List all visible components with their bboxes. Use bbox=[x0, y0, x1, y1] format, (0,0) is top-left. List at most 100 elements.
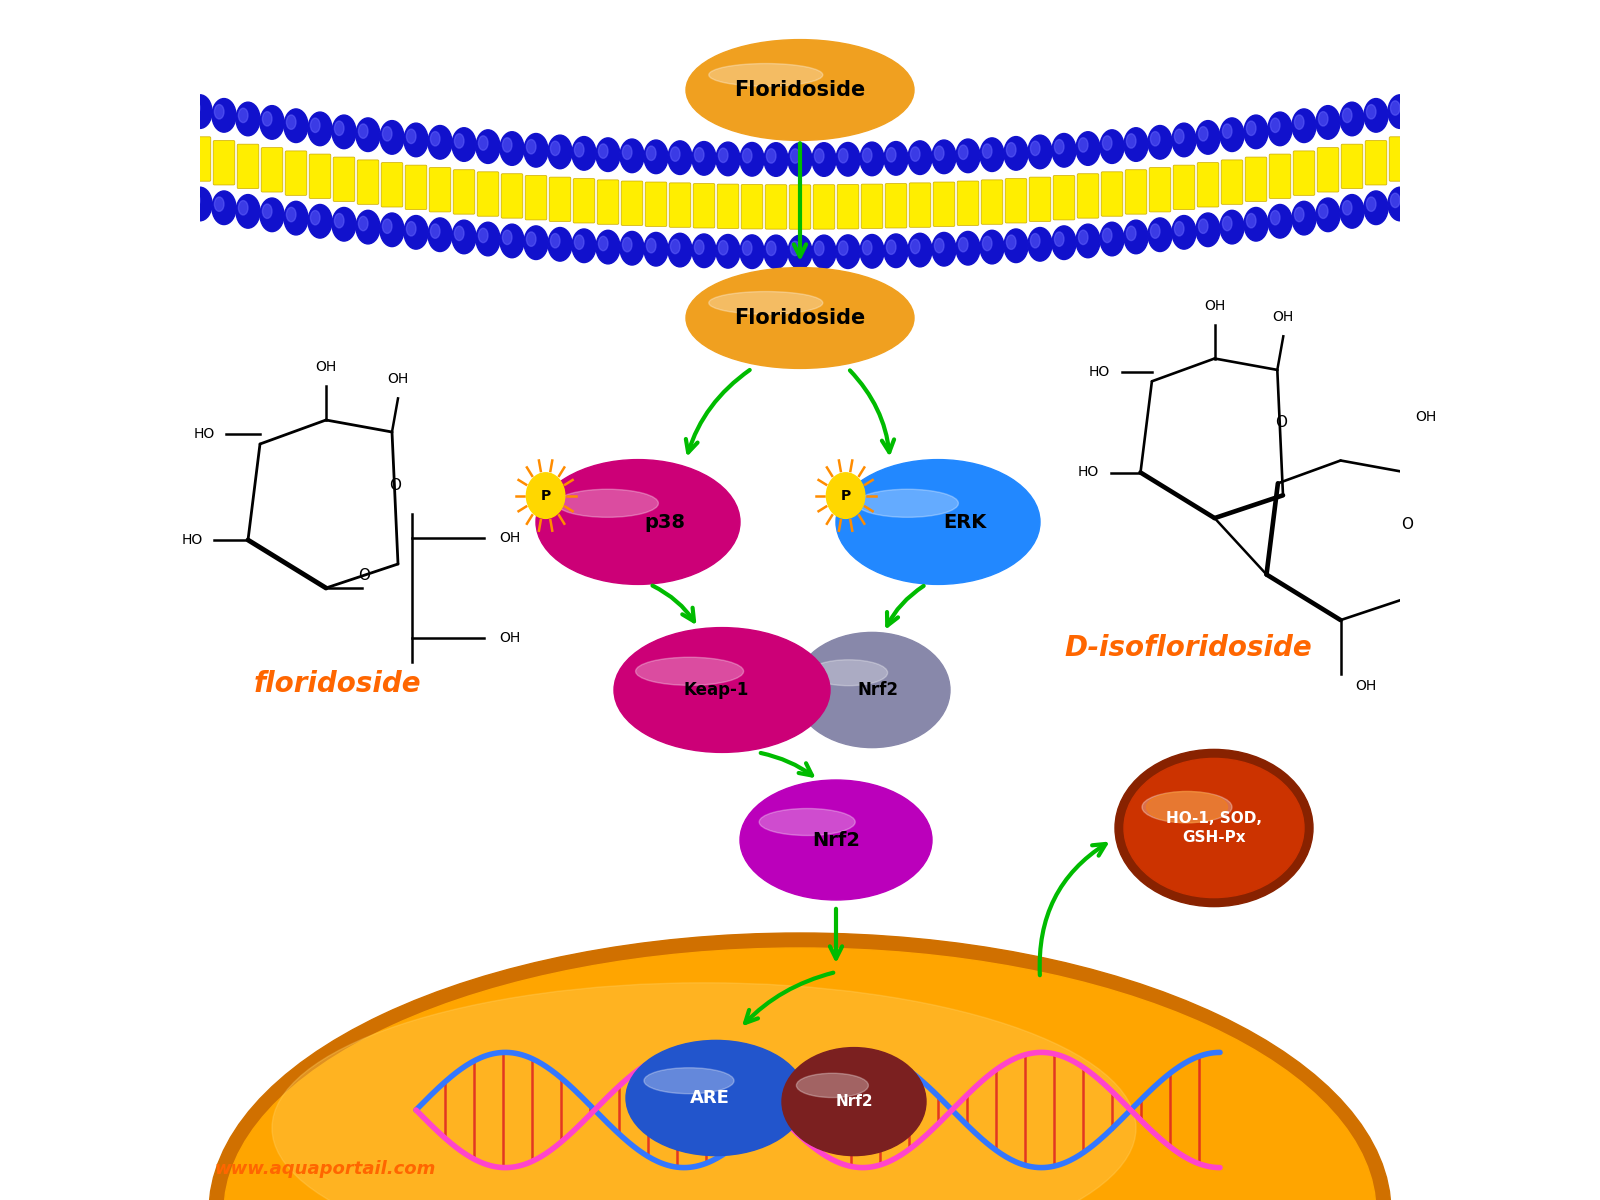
Ellipse shape bbox=[1389, 187, 1413, 221]
Ellipse shape bbox=[1005, 229, 1027, 263]
Ellipse shape bbox=[814, 149, 824, 163]
Ellipse shape bbox=[686, 40, 914, 140]
Text: OH: OH bbox=[1203, 299, 1226, 313]
Ellipse shape bbox=[670, 239, 680, 253]
Ellipse shape bbox=[669, 140, 691, 174]
Ellipse shape bbox=[718, 148, 728, 162]
Ellipse shape bbox=[430, 132, 440, 146]
Ellipse shape bbox=[214, 197, 224, 211]
Ellipse shape bbox=[861, 142, 885, 175]
FancyBboxPatch shape bbox=[1245, 157, 1267, 202]
Ellipse shape bbox=[1315, 198, 1341, 232]
FancyBboxPatch shape bbox=[1317, 148, 1339, 192]
Ellipse shape bbox=[790, 149, 800, 163]
Ellipse shape bbox=[739, 143, 765, 176]
Ellipse shape bbox=[694, 148, 704, 162]
Ellipse shape bbox=[808, 1098, 915, 1127]
Ellipse shape bbox=[979, 230, 1005, 264]
FancyBboxPatch shape bbox=[789, 185, 811, 229]
Ellipse shape bbox=[1318, 204, 1328, 218]
Ellipse shape bbox=[358, 216, 368, 230]
Ellipse shape bbox=[598, 236, 608, 251]
Ellipse shape bbox=[310, 118, 320, 132]
Ellipse shape bbox=[1147, 792, 1227, 823]
Ellipse shape bbox=[1027, 136, 1053, 169]
Ellipse shape bbox=[643, 140, 669, 174]
Ellipse shape bbox=[709, 64, 822, 86]
Text: www.aquaportail.com: www.aquaportail.com bbox=[214, 1160, 435, 1178]
Ellipse shape bbox=[909, 140, 931, 174]
FancyBboxPatch shape bbox=[1341, 144, 1363, 188]
Text: ARE: ARE bbox=[690, 1090, 730, 1106]
Ellipse shape bbox=[635, 658, 744, 685]
FancyBboxPatch shape bbox=[1197, 163, 1219, 208]
Text: OH: OH bbox=[315, 360, 336, 374]
Ellipse shape bbox=[694, 240, 704, 254]
Text: Floridoside: Floridoside bbox=[734, 80, 866, 100]
Ellipse shape bbox=[1294, 208, 1304, 222]
FancyBboxPatch shape bbox=[285, 151, 307, 196]
Ellipse shape bbox=[526, 473, 565, 518]
FancyBboxPatch shape bbox=[189, 137, 211, 181]
Ellipse shape bbox=[835, 235, 861, 269]
Text: floridoside: floridoside bbox=[254, 670, 422, 698]
Ellipse shape bbox=[1006, 143, 1016, 157]
Ellipse shape bbox=[1245, 208, 1267, 241]
Ellipse shape bbox=[262, 112, 272, 126]
FancyBboxPatch shape bbox=[1173, 166, 1195, 210]
Ellipse shape bbox=[646, 239, 656, 253]
Ellipse shape bbox=[1101, 222, 1123, 256]
Ellipse shape bbox=[550, 142, 560, 156]
FancyBboxPatch shape bbox=[1053, 175, 1075, 220]
Ellipse shape bbox=[1102, 228, 1112, 242]
Ellipse shape bbox=[1390, 193, 1400, 208]
Ellipse shape bbox=[237, 102, 259, 136]
Ellipse shape bbox=[262, 204, 272, 218]
Ellipse shape bbox=[573, 229, 595, 263]
Ellipse shape bbox=[477, 130, 499, 163]
Ellipse shape bbox=[739, 235, 765, 269]
Ellipse shape bbox=[1222, 216, 1232, 230]
FancyBboxPatch shape bbox=[1293, 151, 1315, 196]
FancyBboxPatch shape bbox=[501, 174, 523, 218]
Ellipse shape bbox=[958, 145, 968, 160]
Ellipse shape bbox=[1389, 95, 1413, 128]
Ellipse shape bbox=[285, 109, 307, 143]
Ellipse shape bbox=[1030, 234, 1040, 248]
Ellipse shape bbox=[1294, 115, 1304, 130]
FancyBboxPatch shape bbox=[1269, 154, 1291, 198]
Ellipse shape bbox=[1293, 202, 1315, 235]
Text: HO: HO bbox=[194, 427, 214, 442]
Text: OH: OH bbox=[1416, 410, 1437, 424]
FancyBboxPatch shape bbox=[405, 166, 427, 210]
FancyBboxPatch shape bbox=[429, 168, 451, 212]
Ellipse shape bbox=[691, 142, 717, 175]
Ellipse shape bbox=[403, 216, 429, 250]
Text: HO-1, SOD,
GSH-Px: HO-1, SOD, GSH-Px bbox=[1166, 811, 1262, 845]
Ellipse shape bbox=[765, 143, 787, 176]
Ellipse shape bbox=[810, 660, 888, 685]
Ellipse shape bbox=[1315, 106, 1341, 139]
Text: OH: OH bbox=[1355, 679, 1376, 694]
Ellipse shape bbox=[982, 236, 992, 251]
Ellipse shape bbox=[454, 226, 464, 240]
Ellipse shape bbox=[760, 809, 856, 835]
Ellipse shape bbox=[797, 1073, 869, 1098]
Ellipse shape bbox=[238, 200, 248, 215]
FancyBboxPatch shape bbox=[909, 182, 931, 227]
Text: Nrf2: Nrf2 bbox=[835, 1094, 874, 1109]
Ellipse shape bbox=[910, 239, 920, 253]
Ellipse shape bbox=[1390, 101, 1400, 115]
FancyBboxPatch shape bbox=[213, 140, 235, 185]
Ellipse shape bbox=[547, 228, 573, 262]
Ellipse shape bbox=[272, 983, 1136, 1200]
Ellipse shape bbox=[526, 232, 536, 246]
Ellipse shape bbox=[525, 226, 547, 259]
Ellipse shape bbox=[406, 222, 416, 236]
Ellipse shape bbox=[525, 133, 547, 167]
Ellipse shape bbox=[742, 149, 752, 163]
Ellipse shape bbox=[1293, 109, 1315, 143]
Ellipse shape bbox=[526, 139, 536, 154]
Ellipse shape bbox=[1149, 126, 1171, 160]
Ellipse shape bbox=[1270, 210, 1280, 224]
